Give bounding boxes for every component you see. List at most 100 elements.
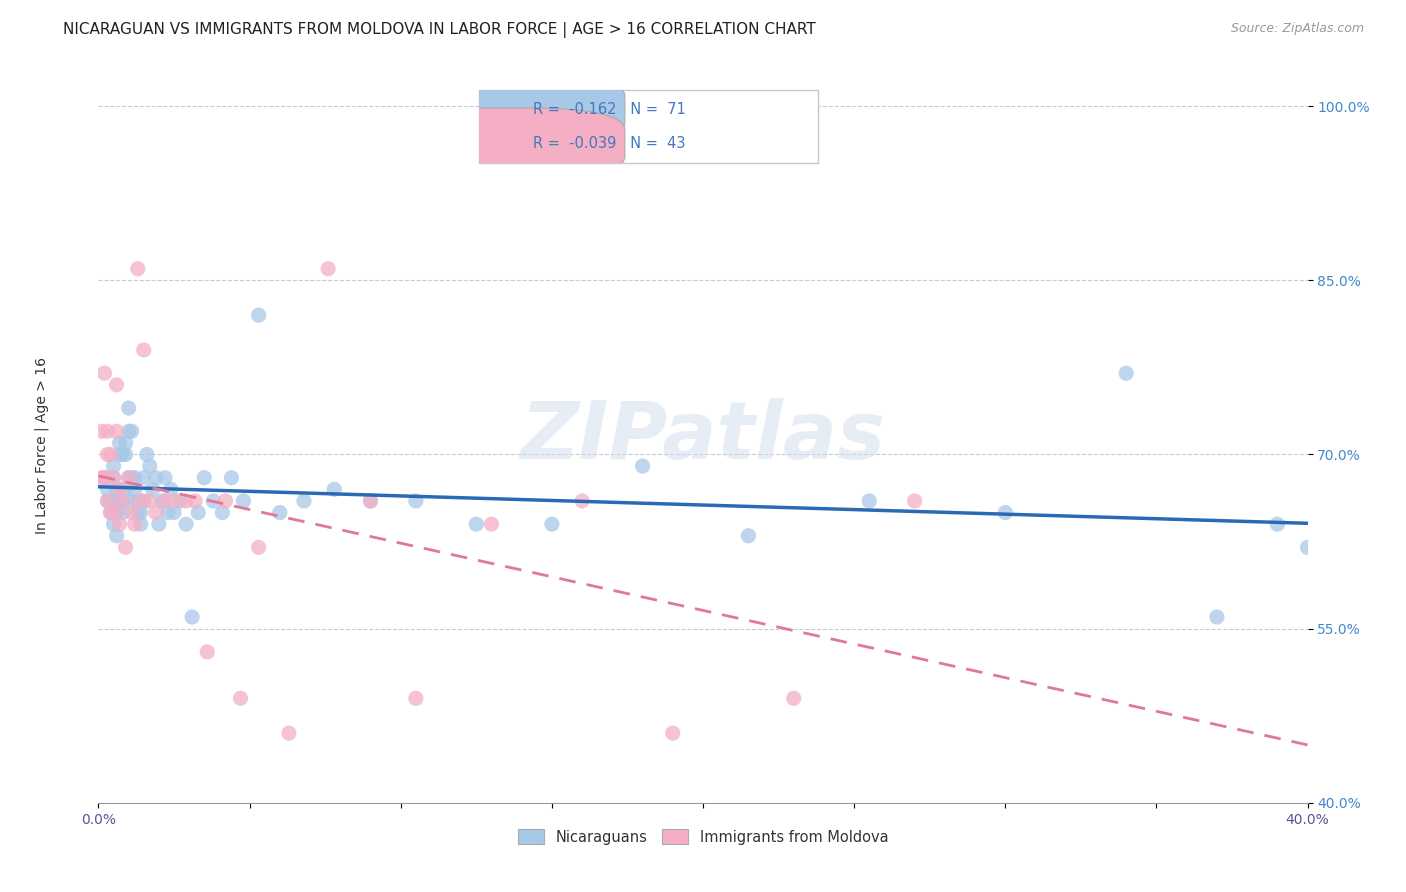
Point bbox=[118, 494, 141, 508]
Point bbox=[105, 529, 128, 543]
Point bbox=[108, 436, 131, 450]
Point bbox=[100, 506, 122, 520]
Point bbox=[100, 494, 122, 508]
Point bbox=[121, 471, 143, 485]
Point bbox=[214, 494, 236, 508]
Point bbox=[124, 517, 146, 532]
Point bbox=[904, 494, 927, 508]
Point bbox=[103, 471, 125, 485]
Point bbox=[118, 471, 141, 485]
Point bbox=[323, 483, 346, 497]
Point bbox=[96, 494, 118, 508]
Text: ZIPatlas: ZIPatlas bbox=[520, 398, 886, 476]
Point bbox=[571, 494, 593, 508]
Point bbox=[150, 494, 173, 508]
Point bbox=[184, 494, 207, 508]
Point bbox=[96, 494, 118, 508]
Point bbox=[100, 448, 122, 462]
Point bbox=[139, 459, 162, 474]
Text: NICARAGUAN VS IMMIGRANTS FROM MOLDOVA IN LABOR FORCE | AGE > 16 CORRELATION CHAR: NICARAGUAN VS IMMIGRANTS FROM MOLDOVA IN… bbox=[63, 22, 815, 38]
Point bbox=[114, 436, 136, 450]
Point bbox=[111, 494, 134, 508]
Point bbox=[163, 506, 186, 520]
Point bbox=[105, 506, 128, 520]
Point bbox=[737, 529, 759, 543]
Point bbox=[132, 343, 155, 357]
Point bbox=[132, 471, 155, 485]
Point bbox=[129, 506, 152, 520]
Point bbox=[232, 494, 254, 508]
Point bbox=[193, 471, 215, 485]
Point bbox=[103, 517, 125, 532]
Point bbox=[96, 424, 118, 438]
Text: Source: ZipAtlas.com: Source: ZipAtlas.com bbox=[1230, 22, 1364, 36]
Point bbox=[163, 494, 186, 508]
Point bbox=[360, 494, 382, 508]
Point bbox=[1267, 517, 1289, 532]
Point bbox=[153, 471, 176, 485]
Point bbox=[211, 506, 233, 520]
Point bbox=[90, 471, 112, 485]
Point bbox=[174, 517, 197, 532]
Point bbox=[1206, 610, 1229, 624]
Point bbox=[111, 494, 134, 508]
Point bbox=[405, 494, 427, 508]
Point bbox=[108, 494, 131, 508]
Point bbox=[108, 448, 131, 462]
Point bbox=[661, 726, 683, 740]
Point bbox=[148, 517, 170, 532]
Point bbox=[174, 494, 197, 508]
Point bbox=[90, 424, 112, 438]
Point bbox=[121, 506, 143, 520]
Point bbox=[202, 494, 225, 508]
Point bbox=[108, 483, 131, 497]
Point bbox=[127, 261, 149, 276]
Point bbox=[631, 459, 654, 474]
Point bbox=[93, 471, 115, 485]
Point bbox=[114, 541, 136, 555]
Point bbox=[100, 506, 122, 520]
Point bbox=[111, 448, 134, 462]
Point bbox=[103, 471, 125, 485]
Point bbox=[142, 483, 165, 497]
Point bbox=[105, 424, 128, 438]
Point bbox=[111, 506, 134, 520]
Point bbox=[96, 448, 118, 462]
Point bbox=[181, 610, 204, 624]
Point bbox=[247, 308, 270, 322]
Point bbox=[93, 471, 115, 485]
Point bbox=[135, 448, 157, 462]
Point bbox=[139, 494, 162, 508]
Point bbox=[1296, 541, 1319, 555]
Point bbox=[405, 691, 427, 706]
Point bbox=[221, 471, 243, 485]
Point bbox=[195, 645, 218, 659]
Point bbox=[132, 494, 155, 508]
Point bbox=[124, 483, 146, 497]
Point bbox=[481, 517, 503, 532]
Point bbox=[292, 494, 315, 508]
Point bbox=[121, 424, 143, 438]
Point bbox=[108, 483, 131, 497]
Point bbox=[127, 494, 149, 508]
Point bbox=[465, 517, 488, 532]
Point bbox=[118, 471, 141, 485]
Point bbox=[118, 424, 141, 438]
Point bbox=[118, 401, 141, 415]
Point bbox=[156, 506, 179, 520]
Point bbox=[1115, 366, 1137, 380]
Point bbox=[277, 726, 299, 740]
Point bbox=[160, 483, 183, 497]
Point bbox=[124, 471, 146, 485]
Point bbox=[540, 517, 562, 532]
Point bbox=[169, 494, 191, 508]
Point bbox=[269, 506, 291, 520]
Point bbox=[360, 494, 382, 508]
Point bbox=[111, 494, 134, 508]
Point bbox=[153, 494, 176, 508]
Point bbox=[145, 506, 167, 520]
Point bbox=[96, 483, 118, 497]
Point bbox=[105, 483, 128, 497]
Point bbox=[129, 517, 152, 532]
Text: In Labor Force | Age > 16: In Labor Force | Age > 16 bbox=[35, 358, 49, 534]
